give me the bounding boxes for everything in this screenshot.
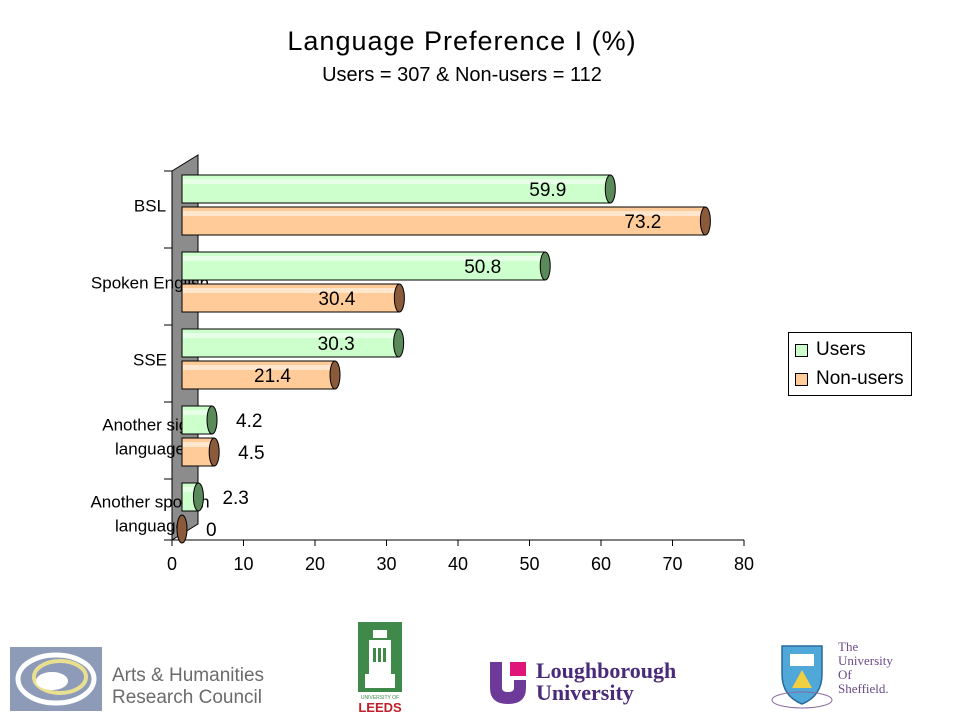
bars: [176, 174, 711, 544]
category-label: language: [115, 517, 185, 536]
sheffield-logo: The University Of Sheffield.: [770, 640, 920, 716]
bar-cap: [699, 206, 711, 236]
bar-highlight: [183, 288, 399, 293]
leeds-logo: UNIVERSITY OF LEEDS: [356, 622, 404, 715]
leeds-tower-icon: UNIVERSITY OF LEEDS: [358, 622, 402, 715]
data-label: 59.9: [529, 180, 566, 201]
data-label: 30.3: [318, 334, 355, 355]
data-label: 4.5: [238, 443, 264, 464]
category-label: language: [115, 440, 185, 459]
ahrc-logo: Arts & Humanities Research Council: [10, 645, 300, 715]
category-label: SSE: [133, 351, 167, 370]
data-label: 4.2: [236, 411, 262, 432]
sheffield-line3: Of: [838, 667, 852, 682]
x-tick-label: 10: [233, 554, 253, 574]
data-label: 73.2: [624, 212, 661, 233]
category-label: Another sign: [102, 416, 197, 435]
x-tick-label: 60: [591, 554, 611, 574]
bar-chart: 0 10 20 30 40 50 60 70 80 BSL Spoken English SSE Ano…: [90, 154, 754, 574]
loughborough-line2: University: [536, 680, 634, 705]
bar-cap: [539, 251, 551, 281]
category-label: Spoken English: [91, 274, 209, 293]
bar-highlight: [183, 211, 705, 216]
legend-swatch-users: [795, 343, 808, 357]
leeds-small-text: UNIVERSITY OF: [361, 695, 399, 701]
bar-highlight: [183, 410, 212, 415]
loughborough-emblem-icon: [490, 662, 526, 704]
x-tick-label: 30: [376, 554, 396, 574]
bar-highlight: [183, 487, 198, 492]
chart-subtitle: Users = 307 & Non-users = 112: [322, 64, 602, 86]
bar-cap: [393, 283, 405, 313]
data-label: 21.4: [254, 366, 291, 387]
legend: Users Non-users: [788, 332, 912, 396]
loughborough-logo: Loughborough University: [488, 656, 698, 708]
data-labels: 59.9 73.2 50.8 30.4 30.3 21.4 4.2 4.5 2.30: [206, 180, 661, 541]
legend-label-users: Users: [816, 339, 866, 360]
chart-title: Language Preference I (%): [287, 26, 637, 56]
bar-highlight: [183, 256, 545, 261]
x-tick-label: 0: [167, 554, 177, 574]
data-label: 50.8: [464, 257, 501, 278]
bar-highlight: [183, 179, 610, 184]
bar-cap: [192, 482, 204, 512]
x-tick-label: 70: [662, 554, 682, 574]
ahrc-line2: Research Council: [112, 687, 262, 708]
legend-swatch-non-users: [795, 372, 808, 386]
sheffield-line1: The: [838, 639, 859, 654]
data-label: 0: [206, 520, 217, 541]
sheffield-line4: Sheffield.: [838, 681, 889, 696]
legend-item-non-users: Non-users: [795, 367, 904, 391]
x-tick-label: 80: [734, 554, 754, 574]
bar-cap: [206, 405, 218, 435]
sheffield-crest-icon: [771, 645, 833, 709]
bar-cap: [329, 360, 341, 390]
bar-highlight: [183, 333, 398, 338]
legend-label-non-users: Non-users: [816, 368, 904, 389]
ahrc-emblem-icon: [10, 647, 102, 711]
category-label: BSL: [134, 197, 166, 216]
category-label: Another spoken: [90, 493, 209, 512]
bar-highlight: [183, 442, 214, 447]
bar-cap: [208, 437, 220, 467]
x-tick-label: 50: [519, 554, 539, 574]
sheffield-line2: University: [838, 653, 893, 668]
bar-cap: [176, 514, 188, 544]
data-label: 30.4: [318, 289, 355, 310]
bar-cap: [604, 174, 616, 204]
loughborough-line1: Loughborough: [536, 658, 677, 683]
legend-item-users: Users: [795, 338, 866, 362]
leeds-text: LEEDS: [358, 700, 402, 714]
bar-highlight: [183, 365, 335, 370]
x-tick-label: 40: [448, 554, 468, 574]
data-label: 2.3: [222, 488, 248, 509]
x-tick-label: 20: [305, 554, 325, 574]
ahrc-line1: Arts & Humanities: [112, 665, 265, 686]
bar-cap: [393, 328, 405, 358]
